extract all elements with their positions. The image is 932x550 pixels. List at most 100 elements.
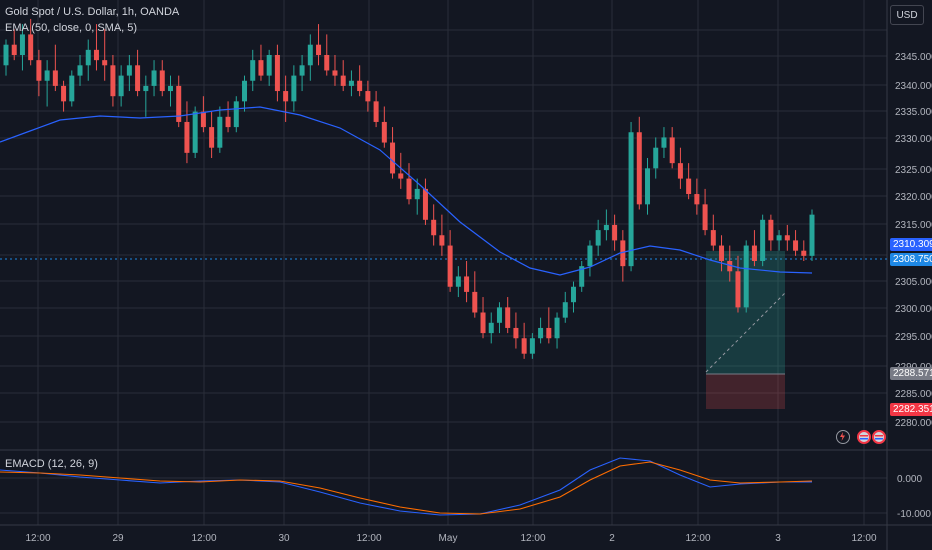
candle-body	[784, 235, 790, 241]
price-tick-label: 2335.000	[895, 107, 932, 118]
candle-body	[694, 194, 700, 205]
candle-body	[554, 317, 560, 339]
candle-body	[628, 132, 634, 267]
price-tick-label: 2285.000	[895, 389, 932, 400]
symbol-legend[interactable]: Gold Spot / U.S. Dollar, 1h, OANDA	[5, 6, 180, 18]
candle-body	[735, 271, 741, 308]
candle-body	[274, 55, 280, 92]
ema-legend[interactable]: EMA (50, close, 0, SMA, 5)	[5, 22, 138, 34]
time-label: 12:00	[520, 533, 545, 544]
price-tick-label: 2280.000	[895, 418, 932, 429]
candle-body	[801, 250, 807, 256]
candle-body	[653, 147, 659, 169]
candle-body	[422, 188, 428, 220]
price-tag-last: 2308.750	[890, 253, 932, 266]
candle-body	[529, 338, 535, 354]
candle-body	[702, 204, 708, 231]
price-tag-target: 2282.351	[890, 403, 932, 416]
price-tag-ema: 2310.309	[890, 238, 932, 251]
candle-body	[36, 60, 42, 81]
candle-body	[151, 70, 157, 86]
time-label: 30	[278, 533, 290, 544]
candle-body	[184, 121, 190, 153]
candle-body	[645, 168, 651, 205]
candle-body	[760, 219, 766, 261]
candle-body	[809, 214, 815, 256]
candle-body	[52, 70, 58, 86]
flag-icon[interactable]	[872, 430, 886, 444]
macd-legend[interactable]: EMACD (12, 26, 9)	[5, 458, 98, 470]
candle-body	[620, 240, 626, 267]
candle-body	[546, 327, 552, 339]
candle-body	[431, 219, 437, 236]
candle-body	[719, 245, 725, 261]
candle-body	[44, 70, 50, 81]
price-tick-label: 2320.000	[895, 192, 932, 203]
candle-body	[85, 49, 91, 66]
candle-body	[159, 70, 165, 92]
candle-body	[381, 121, 387, 143]
candle-body	[768, 219, 774, 241]
price-tick-label: 2330.000	[895, 134, 932, 145]
candle-body	[686, 178, 692, 195]
candle-body	[348, 80, 354, 86]
candle-body	[93, 49, 99, 61]
candle-body	[135, 65, 141, 92]
price-tick-label: 2340.000	[895, 81, 932, 92]
candle-body	[398, 173, 404, 179]
candle-body	[464, 276, 470, 292]
loss-zone	[706, 374, 785, 409]
position-path	[705, 292, 786, 373]
candle-body	[710, 230, 716, 246]
candle-body	[743, 245, 749, 308]
candle-body	[217, 116, 223, 148]
candle-body	[77, 65, 83, 76]
price-tick-label: 2300.000	[895, 304, 932, 315]
price-tag-stop: 2288.571	[890, 367, 932, 380]
time-label: 12:00	[191, 533, 216, 544]
candle-body	[332, 70, 338, 76]
candle-body	[505, 307, 511, 328]
candle-body	[570, 286, 576, 303]
lightning-icon[interactable]	[836, 430, 850, 444]
candle-body	[110, 65, 116, 97]
candle-body	[447, 245, 453, 287]
candle-body	[28, 34, 34, 61]
signal-line	[0, 461, 813, 515]
candle-body	[480, 312, 486, 334]
candle-body	[496, 307, 502, 323]
candle-body	[513, 327, 519, 339]
candle-body	[19, 34, 25, 55]
candle-body	[727, 261, 733, 272]
candle-body	[258, 60, 264, 76]
candle-body	[3, 44, 9, 66]
price-tick-label: 2305.000	[895, 277, 932, 288]
flag-icon[interactable]	[857, 430, 871, 444]
candle-body	[307, 44, 313, 66]
candle-body	[414, 188, 420, 200]
candle-body	[439, 235, 445, 246]
candle-body	[200, 111, 206, 128]
candle-body	[118, 75, 124, 97]
macd-tick-label: 0.000	[897, 474, 922, 485]
candle-body	[562, 302, 568, 318]
candle-body	[595, 230, 601, 246]
candle-body	[406, 178, 412, 200]
candle-body	[233, 101, 239, 128]
candle-body	[143, 85, 149, 92]
time-label: 2	[609, 533, 615, 544]
candle-body	[324, 55, 330, 71]
time-label: 12:00	[685, 533, 710, 544]
ema-line	[0, 106, 813, 276]
candle-body	[126, 65, 132, 76]
time-label: May	[439, 533, 458, 544]
macd-tick-label: -10.000	[897, 509, 931, 520]
candle-body	[11, 44, 17, 55]
time-label: 12:00	[356, 533, 381, 544]
candle-body	[250, 60, 256, 81]
currency-button[interactable]: USD	[890, 5, 924, 25]
price-tick-label: 2315.000	[895, 220, 932, 231]
candle-body	[61, 85, 67, 102]
